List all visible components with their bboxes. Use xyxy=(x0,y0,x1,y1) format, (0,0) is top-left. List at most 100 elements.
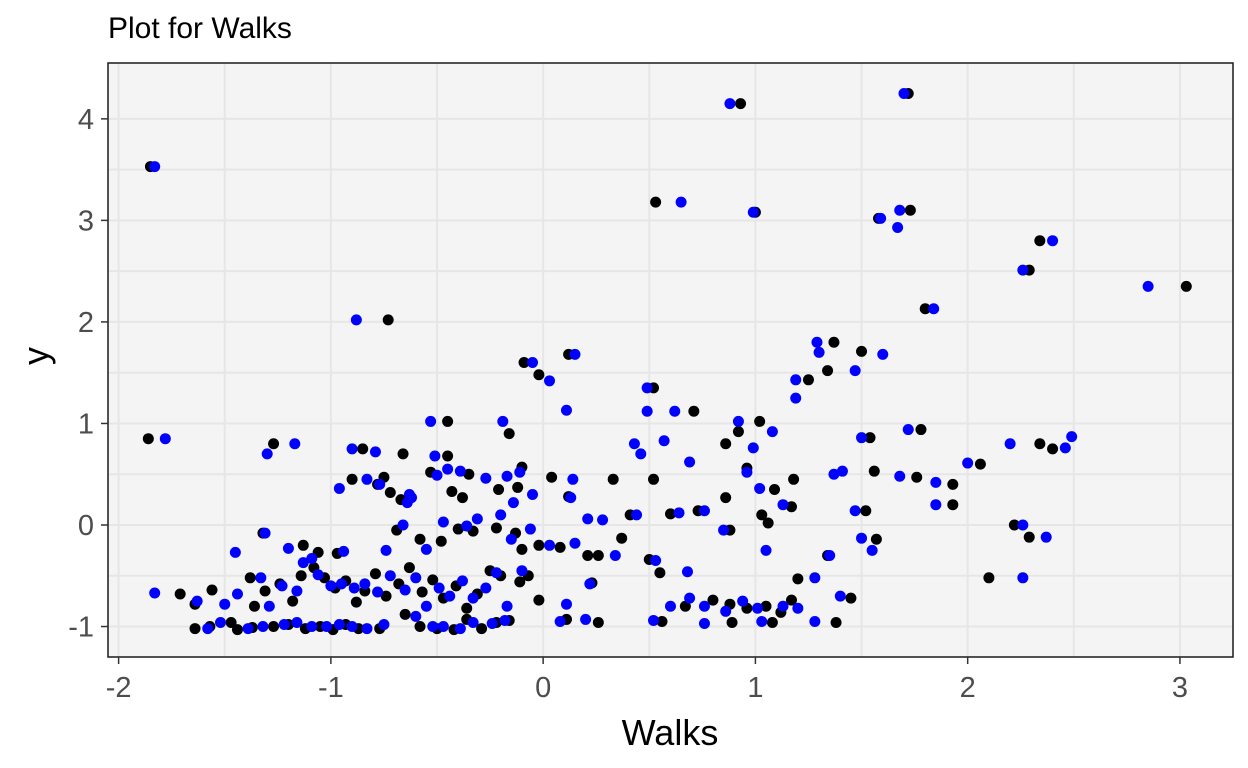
data-point xyxy=(856,432,868,444)
data-point xyxy=(654,567,666,579)
data-point xyxy=(452,523,464,535)
data-point xyxy=(231,624,243,636)
data-point xyxy=(554,541,566,553)
data-point xyxy=(560,598,572,610)
data-point xyxy=(399,584,411,596)
data-point xyxy=(962,457,974,469)
data-point xyxy=(524,523,536,535)
data-point xyxy=(263,600,275,612)
data-point xyxy=(297,557,309,569)
data-point xyxy=(268,438,280,450)
data-point xyxy=(762,517,774,529)
data-point xyxy=(219,598,231,610)
data-point xyxy=(505,533,517,545)
data-point xyxy=(892,221,904,233)
data-point xyxy=(159,433,171,445)
data-point xyxy=(756,509,768,521)
data-point xyxy=(658,435,670,447)
data-point xyxy=(527,357,539,369)
data-point xyxy=(1066,431,1078,443)
data-point xyxy=(1047,235,1059,247)
data-point xyxy=(592,549,604,561)
data-point xyxy=(928,303,940,315)
data-point xyxy=(747,206,759,218)
data-point xyxy=(397,519,409,531)
x-tick-label: -2 xyxy=(106,672,132,704)
x-tick-label: 3 xyxy=(1172,672,1188,704)
data-point xyxy=(357,443,369,455)
data-point xyxy=(406,492,418,504)
data-point xyxy=(414,533,426,545)
data-point xyxy=(864,432,876,444)
data-point xyxy=(142,433,154,445)
data-point xyxy=(592,616,604,628)
data-point xyxy=(346,473,358,485)
data-point xyxy=(442,415,454,427)
data-point xyxy=(650,196,662,208)
data-point xyxy=(397,448,409,460)
data-point xyxy=(229,546,241,558)
data-point xyxy=(306,621,318,633)
data-point xyxy=(372,586,384,598)
data-point xyxy=(813,346,825,358)
plot-panel xyxy=(108,63,1233,657)
data-point xyxy=(244,572,256,584)
data-point xyxy=(503,428,515,440)
data-point xyxy=(828,468,840,480)
data-point xyxy=(635,448,647,460)
x-tick-label: 2 xyxy=(960,672,976,704)
data-point xyxy=(860,505,872,517)
data-point xyxy=(877,348,889,360)
data-point xyxy=(403,562,415,574)
data-point xyxy=(461,520,473,532)
data-point xyxy=(698,600,710,612)
data-point xyxy=(259,527,271,539)
plot-frame xyxy=(107,62,1234,658)
data-point xyxy=(792,573,804,585)
data-point xyxy=(790,374,802,386)
data-point xyxy=(673,507,685,519)
data-point xyxy=(720,605,732,617)
data-point xyxy=(1017,519,1029,531)
data-point xyxy=(514,466,526,478)
data-point xyxy=(628,438,640,450)
data-point xyxy=(947,478,959,490)
data-point xyxy=(348,582,360,594)
data-point xyxy=(792,602,804,614)
data-point xyxy=(261,448,273,460)
data-point xyxy=(752,602,764,614)
data-point xyxy=(919,303,931,315)
data-point xyxy=(215,616,226,628)
data-point xyxy=(609,549,621,561)
data-point xyxy=(361,623,373,635)
data-point xyxy=(856,532,868,544)
data-point xyxy=(735,98,747,110)
data-point xyxy=(174,588,186,600)
data-point xyxy=(312,569,324,581)
data-point xyxy=(868,465,880,477)
data-point xyxy=(486,617,498,629)
data-point xyxy=(641,382,653,394)
data-point xyxy=(463,468,475,480)
x-tick-label: 1 xyxy=(747,672,763,704)
data-point xyxy=(446,485,458,497)
data-point xyxy=(225,616,237,628)
data-point xyxy=(684,456,696,468)
data-point xyxy=(442,450,454,462)
data-point xyxy=(325,580,337,592)
data-point xyxy=(416,586,428,598)
y-tick-label: 3 xyxy=(78,205,94,237)
data-point xyxy=(429,450,441,462)
data-point xyxy=(533,369,545,381)
data-point xyxy=(849,505,861,517)
data-point xyxy=(1017,572,1029,584)
data-point xyxy=(747,442,759,454)
data-point xyxy=(650,555,662,567)
data-point xyxy=(410,610,422,622)
data-point xyxy=(255,572,267,584)
data-point xyxy=(533,594,545,606)
data-point xyxy=(698,617,710,629)
data-point xyxy=(698,505,710,517)
data-point xyxy=(490,567,502,579)
data-point xyxy=(231,588,243,600)
